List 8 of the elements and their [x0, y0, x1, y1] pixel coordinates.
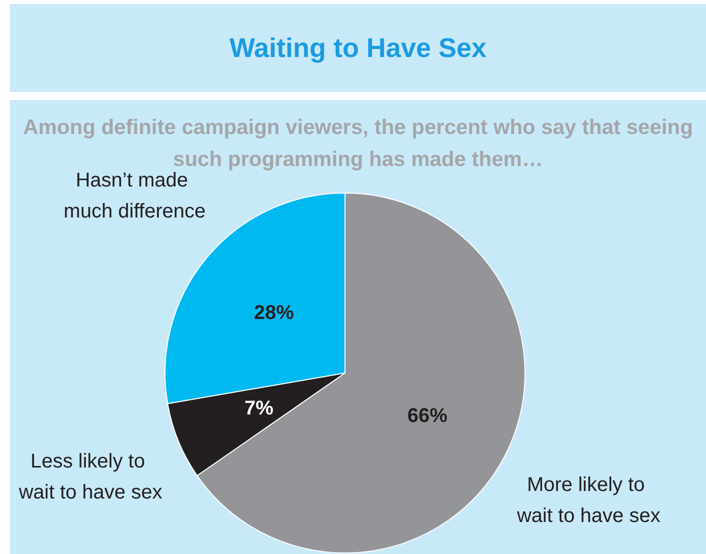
data-label: 7% [244, 397, 274, 420]
chart-title: Waiting to Have Sex [229, 32, 487, 64]
slice-label: Hasn’t made much difference [64, 169, 206, 222]
data-label: 28% [254, 302, 294, 324]
data-label: 66% [407, 405, 448, 428]
slice-label: More likely to wait to have sex [516, 474, 660, 528]
slice-label: Less likely to wait to have sex [18, 450, 162, 504]
chart-subtitle: Among definite campaign viewers, the percent who say that seeing such programming has made them… [22, 115, 694, 172]
